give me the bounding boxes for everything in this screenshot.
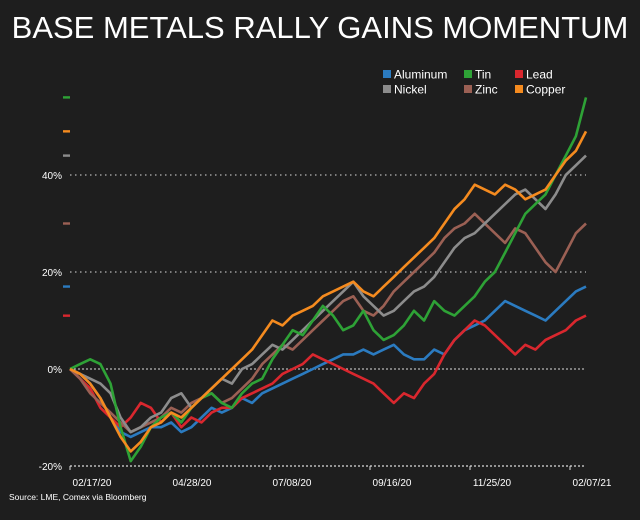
gridlines	[70, 174, 586, 467]
chart-title: BASE METALS RALLY GAINS MOMENTUM	[11, 10, 629, 45]
y-tick-label: 20%	[42, 268, 62, 279]
legend-swatch-zinc	[464, 85, 472, 93]
legend-swatch-copper	[515, 85, 523, 93]
legend-label-lead: Lead	[526, 68, 553, 82]
x-tick-label: 02/07/21	[573, 478, 612, 489]
legend-label-aluminum: Aluminum	[394, 68, 447, 82]
series-line-tin	[69, 97, 588, 463]
source-note: Source: LME, Comex via Bloomberg	[9, 492, 147, 502]
end-marker-nickel	[63, 154, 70, 157]
legend-label-tin: Tin	[475, 68, 491, 82]
legend-label-zinc: Zinc	[475, 83, 498, 97]
end-marker-tin	[63, 96, 70, 99]
legend: Aluminum Tin Lead Nickel Zinc Copper	[383, 68, 565, 97]
legend-label-copper: Copper	[526, 83, 565, 97]
legend-swatch-aluminum	[383, 70, 391, 78]
end-marker-aluminum	[63, 285, 70, 288]
x-tick-label: 04/28/20	[173, 478, 212, 489]
series-line-zinc	[69, 212, 587, 434]
x-tick-label: 02/17/20	[73, 478, 112, 489]
y-tick-label: 40%	[42, 171, 62, 182]
y-axis-labels: -20% 0% 20% 40%	[39, 171, 62, 473]
x-axis: 02/17/20 04/28/20 07/08/20 09/16/20 11/25/20…	[69, 466, 612, 489]
legend-swatch-tin	[464, 70, 472, 78]
legend-label-nickel: Nickel	[394, 83, 427, 97]
legend-swatch-lead	[515, 70, 523, 78]
series-lines	[69, 97, 588, 463]
y-tick-label: -20%	[39, 462, 62, 473]
legend-swatch-nickel	[383, 85, 391, 93]
x-tick-label: 11/25/20	[473, 478, 512, 489]
x-tick-label: 07/08/20	[273, 478, 312, 489]
series-line-copper	[69, 130, 588, 453]
end-marker-lead	[63, 314, 70, 317]
end-value-markers	[63, 96, 70, 317]
series-line-lead	[69, 314, 587, 429]
end-marker-copper	[63, 130, 70, 133]
y-tick-label: 0%	[48, 365, 63, 376]
end-marker-zinc	[63, 222, 70, 225]
series-line-nickel	[69, 154, 587, 434]
x-tick-label: 09/16/20	[373, 478, 412, 489]
